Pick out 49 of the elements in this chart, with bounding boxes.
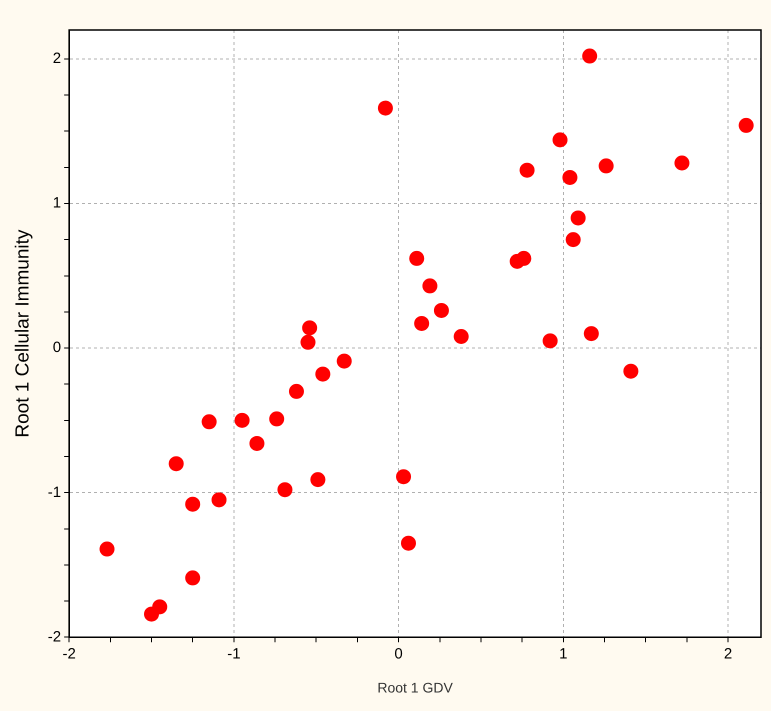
point (378, 100, 393, 116)
point (315, 366, 330, 382)
point (422, 278, 438, 294)
point (434, 302, 449, 318)
point (185, 570, 200, 586)
point (185, 496, 200, 512)
point (566, 232, 581, 248)
x-tick-label: 0 (394, 645, 403, 662)
point (516, 250, 532, 266)
point (100, 542, 115, 557)
point (234, 412, 250, 428)
point (414, 316, 430, 331)
y-tick-label: 2 (52, 50, 62, 68)
point (336, 354, 352, 369)
y-tick-label: -2 (48, 628, 62, 646)
point (409, 250, 424, 266)
point (454, 328, 469, 344)
y-tick-label: 1 (52, 194, 62, 212)
point (300, 334, 316, 350)
point (396, 469, 412, 484)
point (168, 456, 184, 472)
x-tick-label: 1 (559, 645, 568, 662)
point (277, 482, 292, 498)
point (269, 411, 284, 426)
point (310, 472, 326, 488)
point (584, 326, 599, 342)
point (249, 436, 264, 451)
point (520, 162, 535, 178)
y-tick-label: 0 (52, 339, 62, 356)
point (552, 132, 568, 148)
point (542, 333, 558, 348)
point (598, 158, 614, 174)
point (144, 606, 159, 622)
point (562, 170, 578, 185)
point (302, 320, 318, 336)
point (738, 118, 754, 133)
point (582, 48, 598, 64)
y-axis-title: Root 1 Cellular Immunity (12, 229, 34, 438)
x-tick-label: 2 (724, 645, 732, 662)
point (212, 492, 227, 508)
point (288, 384, 304, 399)
point (400, 536, 416, 551)
point (202, 414, 217, 430)
point (570, 210, 586, 226)
y-tick-label: -1 (48, 484, 62, 501)
x-axis-title: Root 1 GDV (377, 679, 454, 696)
point (674, 156, 690, 171)
point (623, 364, 638, 379)
x-tick-label: -1 (227, 645, 241, 662)
